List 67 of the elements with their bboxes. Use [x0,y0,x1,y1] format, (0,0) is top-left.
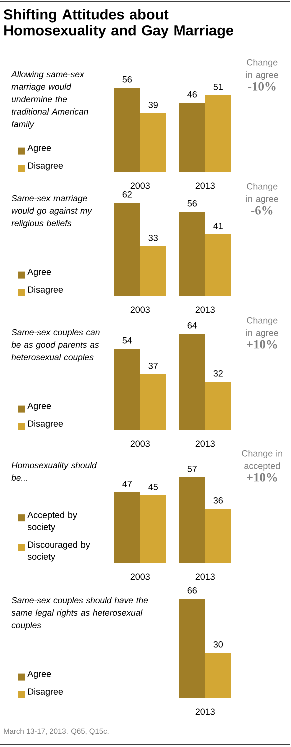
chart-subtitle: Homosexuality should be... [12,462,98,482]
data-label: 39 [148,102,158,108]
bar [205,508,232,563]
x-tick-label: 2013 [196,306,216,314]
x-tick-label: 2013 [196,574,216,580]
x-tick-label: 2013 [196,440,216,448]
text: Change in agree [246,183,279,204]
data-label: 47 [122,481,132,488]
bar [179,212,206,296]
legend-label: Disagree [28,162,64,171]
legend-label: Disagree [28,688,64,697]
legend-label: Disagree [28,286,64,295]
chart-title: Shifting Attitudes about Homosexuality and Gay Marriage [4,9,234,39]
text: +10% [247,340,278,349]
data-label: 33 [148,234,158,242]
data-label: 32 [214,370,224,377]
bar [114,492,140,563]
legend-label: Agree [28,403,52,412]
text: Change in agree [246,59,279,80]
bar [179,102,206,172]
bar [205,382,232,430]
text: Change in agree [246,317,279,338]
text: Same-sex couples should have the same legal rights as heterosexual couples [12,597,148,630]
bar [205,95,232,172]
data-label: 64 [188,322,198,329]
legend-label: Accepted by society [28,512,78,532]
data-label: 51 [214,84,224,90]
bar [179,477,206,563]
bar [140,495,166,563]
data-label: 45 [148,484,158,490]
x-tick-label: 2003 [130,182,150,190]
text: -6% [252,206,273,215]
legend-label: Disagree [28,420,64,429]
text: Same-sex marriage would go against my religious beliefs [12,195,93,228]
data-label: 54 [122,338,132,344]
text: Allowing same-sex marriage would undermine the traditional American family [11,71,88,130]
x-tick-label: 2003 [130,574,150,580]
data-label: 62 [122,191,132,198]
text: -10% [248,82,276,91]
x-tick-label: 2013 [196,182,216,190]
bar [179,334,206,430]
data-label: 41 [214,223,224,230]
data-label: 57 [188,466,198,472]
data-label: 36 [214,497,224,504]
x-tick-label: 2003 [130,440,150,448]
data-label: 56 [188,200,198,207]
bar [205,234,232,296]
x-tick-label: 2013 [196,708,216,716]
data-label: 30 [214,641,224,648]
data-label: 37 [148,362,158,370]
data-label: 56 [122,76,132,83]
data-label: 66 [188,587,198,594]
bar [140,246,166,296]
text: Change in accepted [242,450,283,472]
bar [114,348,140,430]
legend-label: Agree [28,671,52,680]
legend-label: Agree [28,145,52,154]
bar [140,374,166,430]
legend-label: Agree [28,269,52,278]
legend-label: Discouraged by society [28,541,90,562]
bar [114,202,140,296]
bar [114,88,140,172]
bar [140,113,166,172]
text: Same-sex couples can be as good parents as heterosexual couples [12,329,100,362]
data-label: 46 [188,91,198,98]
x-tick-label: 2003 [130,306,150,314]
text: +10% [247,473,278,482]
